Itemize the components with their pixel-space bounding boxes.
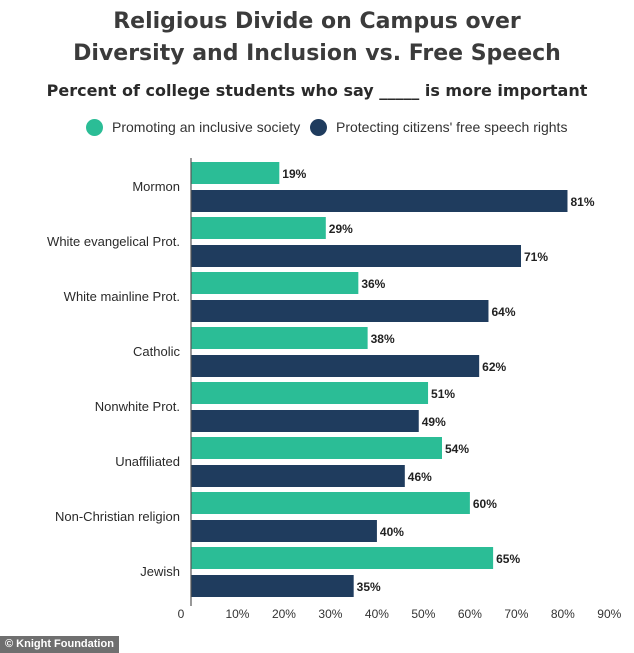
bar-inclusive-non-christian-religion	[191, 492, 470, 514]
bar-chart: Mormon 19% 81% White evangelical Prot. 29% 71…	[47, 158, 622, 621]
bar-inclusive-nonwhite-prot	[191, 382, 429, 404]
bar-speech-catholic	[191, 355, 480, 377]
data-label-speech-white-mainline-prot: 64%	[491, 305, 515, 319]
category-label-unaffiliated: Unaffiliated	[115, 454, 180, 469]
data-label-speech-nonwhite-prot: 49%	[422, 415, 446, 429]
x-tick-label-20: 20%	[272, 607, 296, 621]
x-tick-label-0: 0	[178, 607, 185, 621]
bar-speech-non-christian-religion	[191, 520, 377, 542]
x-tick-label-40: 40%	[365, 607, 389, 621]
x-tick-label-70: 70%	[504, 607, 528, 621]
bar-inclusive-mormon	[191, 162, 280, 184]
data-label-inclusive-jewish: 65%	[496, 552, 520, 566]
data-label-speech-catholic: 62%	[482, 360, 506, 374]
data-label-speech-white-evangelical-prot: 71%	[524, 250, 548, 264]
data-label-speech-non-christian-religion: 40%	[380, 525, 404, 539]
category-label-jewish: Jewish	[140, 564, 180, 579]
bar-speech-nonwhite-prot	[191, 410, 419, 432]
legend-item-inclusive: Promoting an inclusive society	[86, 116, 300, 138]
bar-speech-unaffiliated	[191, 465, 405, 487]
data-label-speech-unaffiliated: 46%	[408, 470, 432, 484]
x-tick-label-50: 50%	[411, 607, 435, 621]
legend: Promoting an inclusive society Protectin…	[0, 116, 634, 138]
data-label-inclusive-catholic: 38%	[371, 332, 395, 346]
category-label-nonwhite-prot: Nonwhite Prot.	[95, 399, 180, 414]
legend-swatch-inclusive	[86, 118, 103, 136]
bar-speech-white-evangelical-prot	[191, 245, 522, 267]
bar-speech-jewish	[191, 575, 354, 597]
legend-label-inclusive: Promoting an inclusive society	[112, 119, 301, 135]
bar-inclusive-white-mainline-prot	[191, 272, 359, 294]
x-tick-label-80: 80%	[551, 607, 575, 621]
category-label-non-christian-religion: Non-Christian religion	[55, 509, 180, 524]
legend-item-speech: Protecting citizens' free speech rights	[310, 116, 567, 138]
chart-title-line-1: Religious Divide on Campus over	[113, 9, 521, 34]
data-label-inclusive-white-mainline-prot: 36%	[361, 277, 385, 291]
bar-inclusive-white-evangelical-prot	[191, 217, 326, 239]
chart-title-line-2: Diversity and Inclusion vs. Free Speech	[73, 41, 561, 66]
legend-label-speech: Protecting citizens' free speech rights	[336, 119, 568, 135]
data-label-inclusive-nonwhite-prot: 51%	[431, 387, 455, 401]
footer-credit: © Knight Foundation	[0, 636, 119, 653]
category-label-white-evangelical-prot: White evangelical Prot.	[47, 234, 180, 249]
x-tick-label-10: 10%	[225, 607, 249, 621]
data-label-speech-mormon: 81%	[570, 195, 594, 209]
data-label-inclusive-non-christian-religion: 60%	[473, 497, 497, 511]
chart-subtitle: Percent of college students who say ____…	[46, 81, 588, 100]
category-label-catholic: Catholic	[133, 344, 180, 359]
x-tick-label-90: 90%	[597, 607, 621, 621]
bar-inclusive-unaffiliated	[191, 437, 442, 459]
data-label-speech-jewish: 35%	[357, 580, 381, 594]
bar-speech-mormon	[191, 190, 568, 212]
data-label-inclusive-unaffiliated: 54%	[445, 442, 469, 456]
bar-inclusive-jewish	[191, 547, 494, 569]
data-label-inclusive-white-evangelical-prot: 29%	[329, 222, 353, 236]
bar-inclusive-catholic	[191, 327, 368, 349]
x-tick-label-60: 60%	[458, 607, 482, 621]
x-tick-label-30: 30%	[318, 607, 342, 621]
data-label-inclusive-mormon: 19%	[282, 167, 306, 181]
bar-speech-white-mainline-prot	[191, 300, 489, 322]
category-label-mormon: Mormon	[132, 179, 180, 194]
category-label-white-mainline-prot: White mainline Prot.	[64, 289, 180, 304]
legend-swatch-speech	[310, 118, 327, 136]
